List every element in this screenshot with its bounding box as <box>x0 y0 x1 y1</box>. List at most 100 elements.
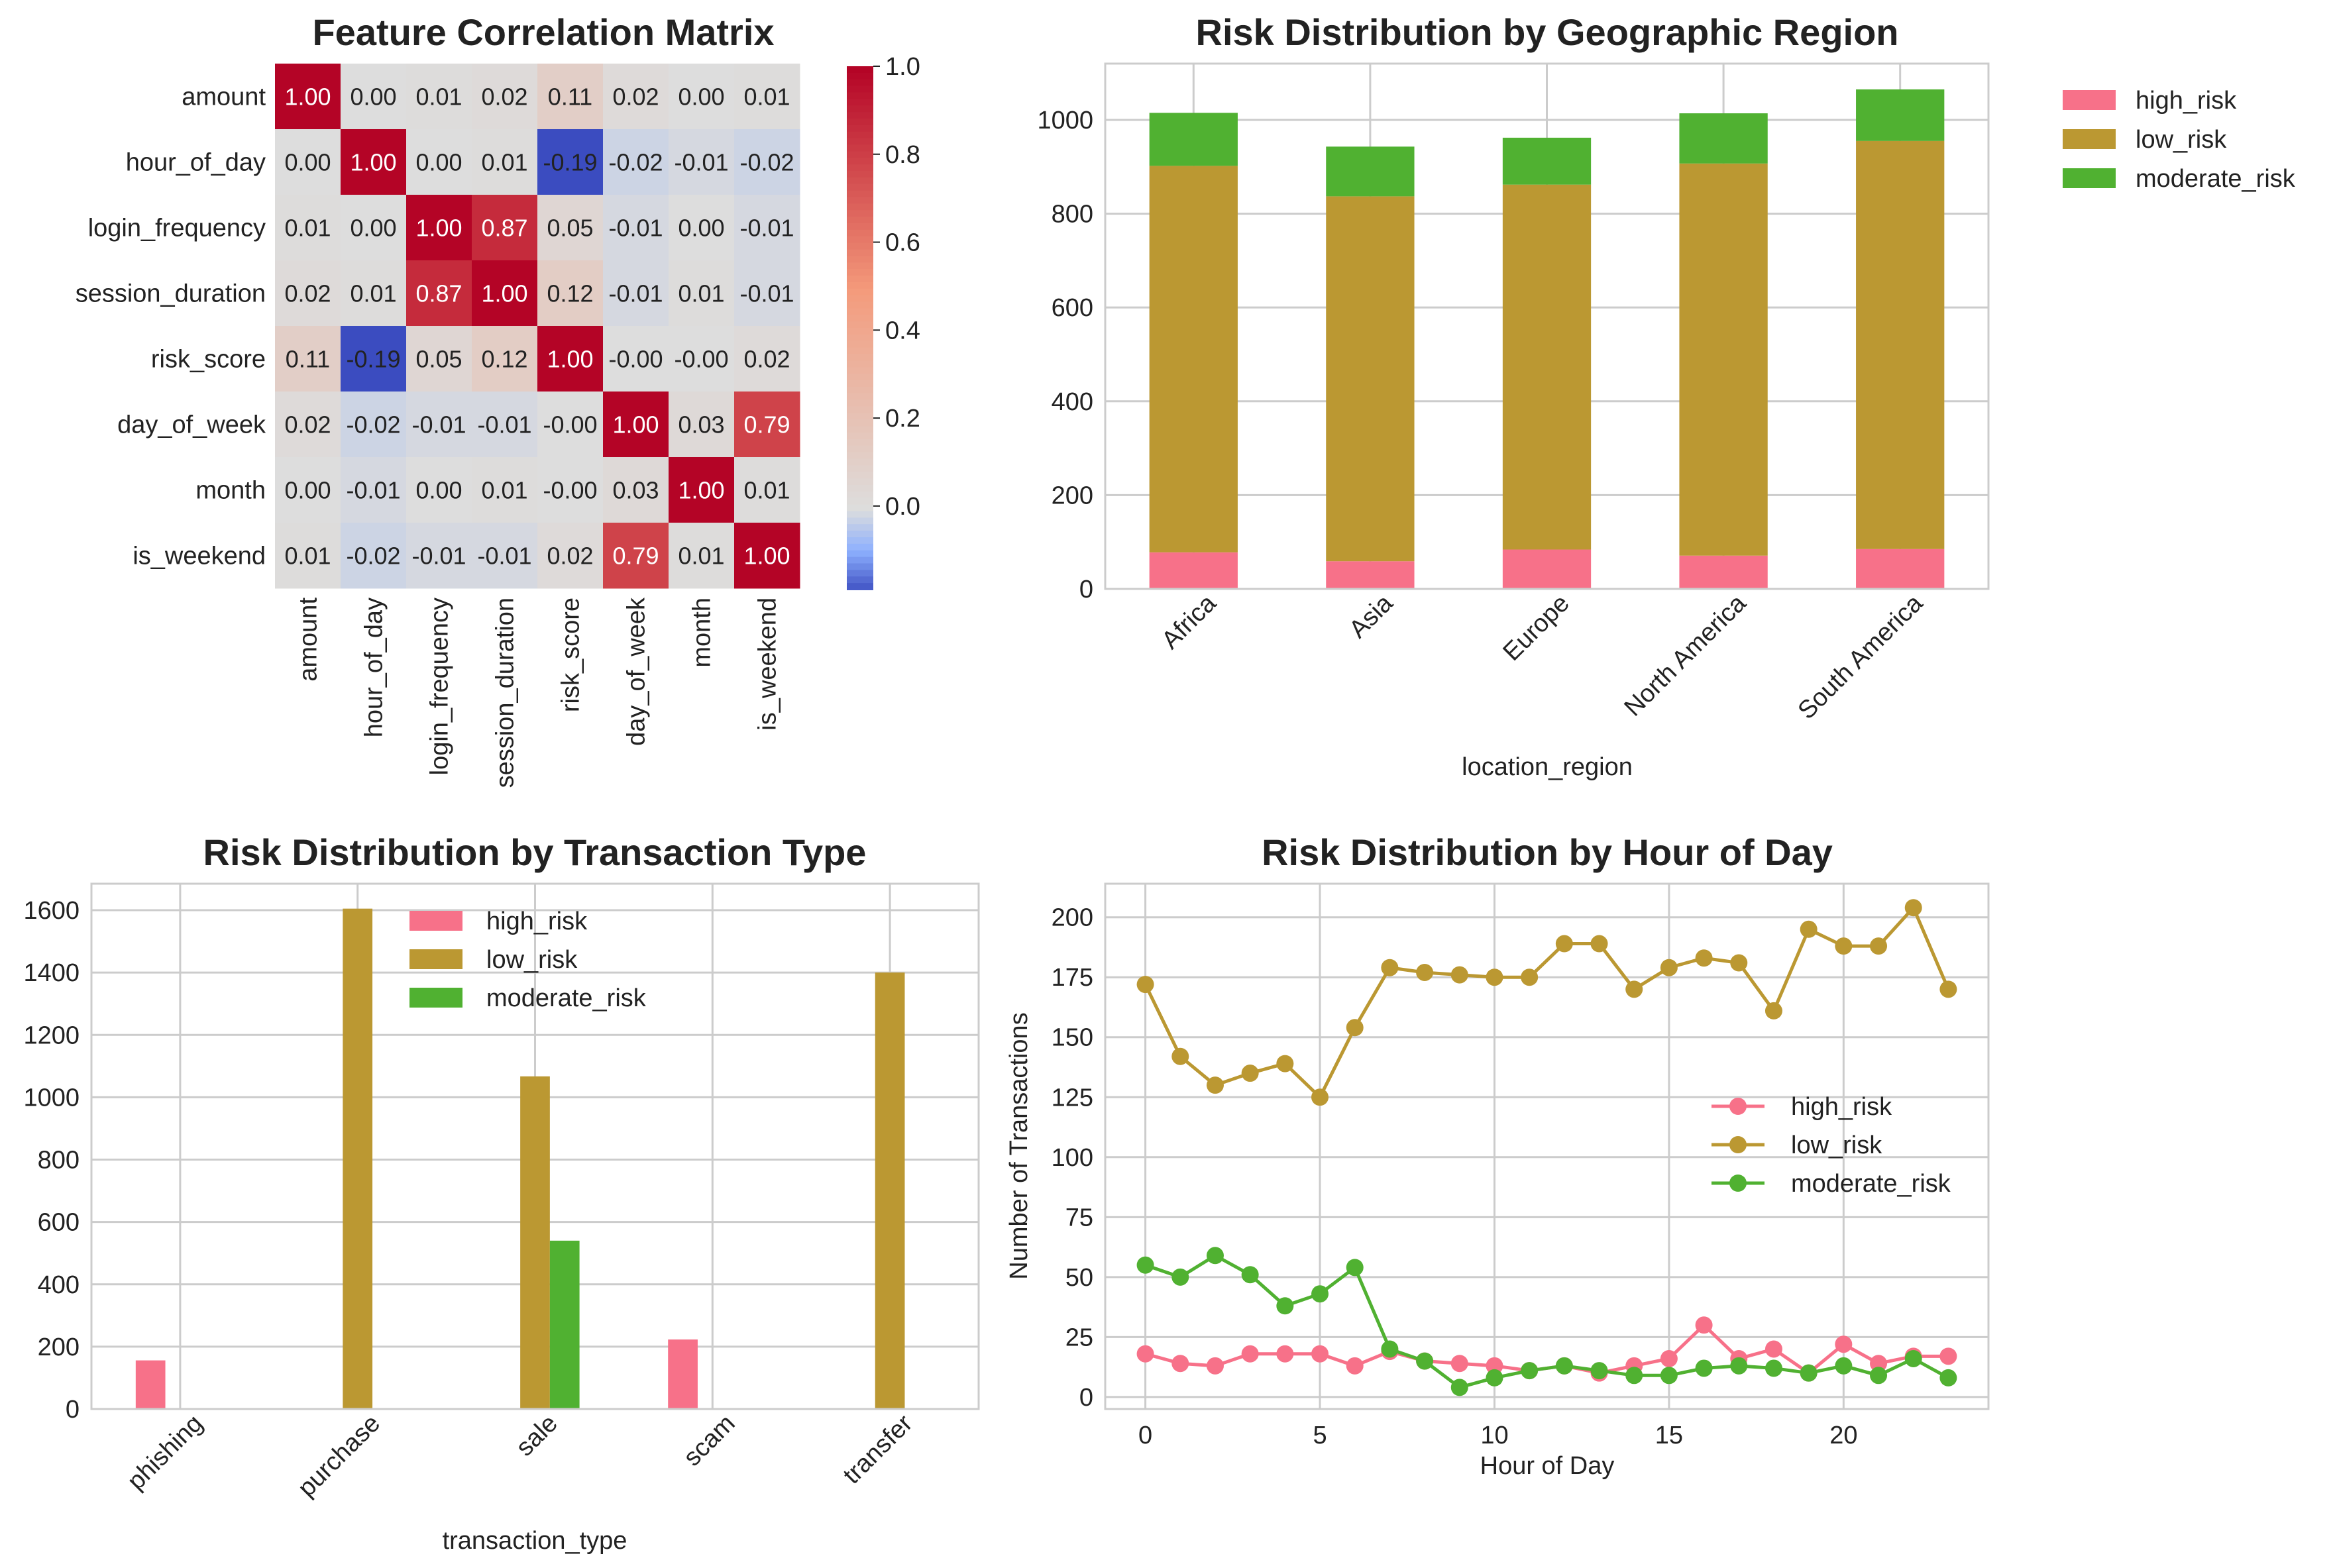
hour-point-moderate-risk <box>1206 1247 1224 1265</box>
colorbar-segment <box>847 550 873 558</box>
heatmap-cell-label: 0.00 <box>350 215 396 242</box>
heatmap-cell-label: -0.01 <box>477 411 531 439</box>
hour-y-tick-label: 0 <box>1079 1384 1093 1412</box>
heatmap-cell-label: -0.00 <box>674 346 728 373</box>
colorbar-segment <box>847 426 873 433</box>
heatmap-row-label: month <box>195 477 266 505</box>
heatmap-cell-login-frequency-is-weekend <box>734 195 800 261</box>
heatmap-col-label: month <box>688 598 716 668</box>
heatmap-cell-is-weekend-risk-score <box>537 523 604 589</box>
heatmap-row-label: is_weekend <box>133 543 266 570</box>
heatmap-cell-label: -0.02 <box>739 149 794 176</box>
hour-point-high-risk <box>1870 1355 1888 1373</box>
heatmap-cell-amount-day-of-week <box>603 64 669 130</box>
heatmap-cell-month-is-weekend <box>734 457 800 523</box>
hour-point-moderate-risk <box>1625 1367 1643 1385</box>
hour-point-moderate-risk <box>1486 1369 1503 1386</box>
transaction-y-tick-label: 600 <box>38 1209 80 1237</box>
hour-point-moderate-risk <box>1904 1349 1922 1367</box>
colorbar-segment <box>847 485 873 492</box>
heatmap-cell-risk-score-login-frequency <box>406 326 472 392</box>
hour-point-moderate-risk <box>1276 1297 1294 1315</box>
hour-point-moderate-risk <box>1870 1367 1888 1385</box>
heatmap-cell-hour-of-day-day-of-week <box>603 129 669 195</box>
hour-point-low-risk <box>1206 1076 1224 1094</box>
region-bar-africa-low-risk <box>1149 166 1238 552</box>
colorbar-segment <box>847 524 873 532</box>
hour-point-moderate-risk <box>1171 1268 1189 1286</box>
hour-point-moderate-risk <box>1416 1352 1434 1370</box>
heatmap-cell-risk-score-is-weekend <box>734 326 800 392</box>
heatmap-cell-label: 0.12 <box>547 280 593 307</box>
hour-point-moderate-risk <box>1695 1359 1713 1377</box>
region-y-tick-label: 0 <box>1079 576 1093 603</box>
hour-y-tick-label: 200 <box>1052 904 1093 932</box>
transaction-type-bar-chart-panel: Risk Distribution by Transaction Type 0 2… <box>23 831 980 1555</box>
hour-point-low-risk <box>1521 968 1539 986</box>
region-y-tick-label: 400 <box>1052 388 1093 416</box>
colorbar-segment <box>847 236 873 244</box>
heatmap-cell-label: 0.02 <box>284 411 331 439</box>
colorbar-tick-label: 0.8 <box>885 141 920 169</box>
heatmap-cell-label: 0.00 <box>415 477 462 504</box>
heatmap-cell-amount-login-frequency <box>406 64 472 130</box>
colorbar-segment <box>847 328 873 335</box>
region-legend-label: high_risk <box>2136 87 2237 115</box>
hour-point-low-risk <box>1695 949 1713 967</box>
colorbar-segment <box>847 517 873 525</box>
heatmap-row-label: amount <box>182 83 266 111</box>
colorbar-segment <box>847 308 873 316</box>
colorbar-segment <box>847 340 873 348</box>
colorbar-segment <box>847 504 873 512</box>
hour-point-low-risk <box>1800 920 1818 938</box>
colorbar-segment <box>847 210 873 218</box>
colorbar-segment <box>847 223 873 231</box>
colorbar-segment <box>847 72 873 80</box>
hour-point-high-risk <box>1136 1345 1154 1363</box>
heatmap-cell-risk-score-day-of-week <box>603 326 669 392</box>
heatmap-col-label: session_duration <box>492 598 519 788</box>
region-bar-africa-high-risk <box>1149 552 1238 589</box>
hour-point-high-risk <box>1346 1357 1364 1375</box>
colorbar-tick-label: 0.6 <box>885 229 920 257</box>
transaction-legend-label: low_risk <box>486 946 578 974</box>
hour-point-moderate-risk <box>1450 1379 1468 1396</box>
heatmap-cell-risk-score-month <box>669 326 735 392</box>
heatmap-cell-label: 0.01 <box>481 477 527 504</box>
transaction-y-tick-label: 1000 <box>23 1084 80 1112</box>
region-bar-north-america-high-risk <box>1679 555 1768 589</box>
heatmap-cell-label: 0.79 <box>612 543 659 570</box>
heatmap-cell-risk-score-risk-score <box>537 326 604 392</box>
hour-point-high-risk <box>1450 1355 1468 1373</box>
hour-y-tick-label: 50 <box>1065 1264 1093 1292</box>
region-chart-title: Risk Distribution by Geographic Region <box>1196 11 1899 53</box>
colorbar-segment <box>847 295 873 303</box>
heatmap-cell-label: 0.00 <box>284 477 331 504</box>
colorbar-segment <box>847 242 873 250</box>
heatmap-cell-hour-of-day-hour-of-day <box>341 129 407 195</box>
transaction-bar-phishing-high-risk <box>135 1360 166 1409</box>
heatmap-cell-label: 0.00 <box>415 149 462 176</box>
region-bar-africa-moderate-risk <box>1149 113 1238 166</box>
heatmap-cell-label: 0.03 <box>612 477 659 504</box>
heatmap-cell-login-frequency-amount <box>275 195 341 261</box>
heatmap-cell-is-weekend-month <box>669 523 735 589</box>
transaction-y-tick-label: 800 <box>38 1147 80 1175</box>
transaction-legend-label: moderate_risk <box>486 984 647 1012</box>
colorbar-segment <box>847 66 873 74</box>
transaction-bar-transfer-low-risk <box>875 972 905 1409</box>
region-bar-south-america-high-risk <box>1856 549 1945 589</box>
hour-point-moderate-risk <box>1835 1357 1853 1375</box>
region-legend-swatch-low-risk <box>2063 129 2116 149</box>
heatmap-cell-hour-of-day-risk-score <box>537 129 604 195</box>
heatmap-title: Feature Correlation Matrix <box>312 11 774 53</box>
colorbar-segment <box>847 531 873 538</box>
heatmap-cell-day-of-week-month <box>669 392 735 458</box>
heatmap-cell-is-weekend-day-of-week <box>603 523 669 589</box>
heatmap-cell-label: 1.00 <box>350 149 396 176</box>
region-bar-europe-moderate-risk <box>1502 137 1592 185</box>
heatmap-cell-label: 0.01 <box>743 83 790 111</box>
colorbar-segment <box>847 315 873 323</box>
hour-point-high-risk <box>1311 1345 1329 1363</box>
transaction-bar-scam-high-risk <box>668 1339 698 1409</box>
